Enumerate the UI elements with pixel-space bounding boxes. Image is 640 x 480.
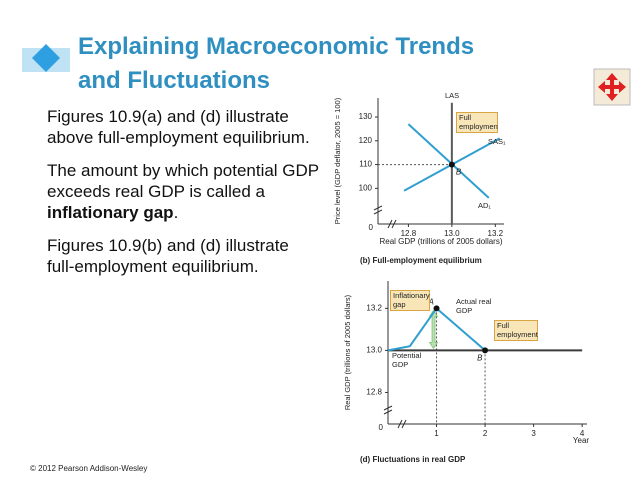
series-label-text: SAS₁ bbox=[488, 138, 506, 146]
series-label: Potential GDP bbox=[392, 352, 422, 369]
origin-label: 0 bbox=[379, 423, 384, 432]
y-tick-label: 13.0 bbox=[366, 346, 382, 355]
icon-arrows[interactable] bbox=[598, 73, 626, 101]
series-label-text: AD₁ bbox=[478, 202, 491, 210]
axis-break bbox=[383, 405, 407, 429]
series-label: AD₁ bbox=[478, 202, 491, 210]
text: Figures 10.9(b) and (d) illustrate full-… bbox=[47, 236, 289, 276]
term: inflationary gap bbox=[47, 203, 174, 222]
x-tick-label: 3 bbox=[531, 429, 536, 438]
annotation-text: Full employment bbox=[456, 112, 498, 133]
series-label: LAS bbox=[445, 92, 460, 100]
point bbox=[433, 305, 440, 312]
x-tick-label: 13.2 bbox=[488, 229, 504, 238]
series-label: SAS₁ bbox=[488, 138, 506, 146]
x-tick-label: 13.0 bbox=[444, 229, 460, 238]
origin-label: 0 bbox=[369, 223, 374, 232]
annotation: Full employment bbox=[494, 320, 538, 341]
title-line: Explaining Macroeconomic Trends bbox=[78, 33, 475, 60]
series-line bbox=[387, 306, 486, 352]
y-axis-label: Price level (GDP deflator, 2005 = 100) bbox=[333, 97, 342, 224]
series-line bbox=[407, 123, 490, 199]
paragraph: Figures 10.9(a) and (d) illustrate above… bbox=[47, 106, 319, 148]
title-line: and Fluctuations bbox=[78, 67, 270, 94]
chart-caption: (d) Fluctuations in real GDP bbox=[360, 455, 466, 464]
y-tick-label: 12.8 bbox=[366, 388, 382, 397]
text: The amount by which potential GDP exceed… bbox=[47, 161, 319, 201]
point bbox=[448, 161, 455, 168]
y-tick-label: 13.2 bbox=[366, 303, 382, 312]
chart-caption: (b) Full-employment equilibrium bbox=[360, 256, 482, 265]
point-label: B bbox=[456, 168, 462, 177]
annotation-text: Inflationary gap bbox=[390, 290, 430, 311]
footer: © 2012 Pearson Addison-Wesley bbox=[30, 464, 148, 473]
point bbox=[482, 347, 489, 354]
series-label-text: LAS bbox=[445, 92, 460, 100]
x-tick-label: 12.8 bbox=[401, 229, 417, 238]
x-axis-label: Year bbox=[573, 436, 590, 445]
paragraph: The amount by which potential GDP exceed… bbox=[47, 160, 319, 223]
point-label: B bbox=[477, 354, 483, 363]
x-tick-label: 4 bbox=[580, 429, 585, 438]
series-label-text: Actual real GDP bbox=[456, 298, 492, 315]
annotation: Inflationary gap bbox=[390, 290, 430, 311]
x-axis-label: Real GDP (trillions of 2005 dollars) bbox=[379, 237, 502, 246]
series-label-text: Potential GDP bbox=[392, 352, 422, 369]
y-tick-label: 100 bbox=[359, 183, 373, 192]
move-icon[interactable] bbox=[593, 68, 631, 106]
text: Figures 10.9(a) and (d) illustrate above… bbox=[47, 107, 310, 147]
axis-break bbox=[373, 205, 397, 229]
y-tick-label: 110 bbox=[359, 160, 372, 169]
y-tick-label: 120 bbox=[359, 136, 373, 145]
text: . bbox=[173, 203, 179, 222]
x-tick-label: 2 bbox=[483, 429, 488, 438]
y-axis-label: Real GDP (trillions of 2005 dollars) bbox=[343, 294, 352, 410]
x-tick-label: 1 bbox=[434, 429, 439, 438]
paragraph: Figures 10.9(b) and (d) illustrate full-… bbox=[47, 235, 319, 277]
slide-title: Explaining Macroeconomic Trends and Fluc… bbox=[78, 30, 474, 98]
series-label: Actual real GDP bbox=[456, 298, 492, 315]
point-label: A bbox=[428, 297, 434, 306]
annotation-text: Full employment bbox=[494, 320, 538, 341]
y-tick-label: 130 bbox=[359, 112, 373, 121]
bullet-icon bbox=[22, 44, 70, 72]
body-text: Figures 10.9(a) and (d) illustrate above… bbox=[47, 106, 319, 289]
bullet-diamond bbox=[32, 44, 60, 72]
annotation: Full employment bbox=[456, 112, 498, 133]
